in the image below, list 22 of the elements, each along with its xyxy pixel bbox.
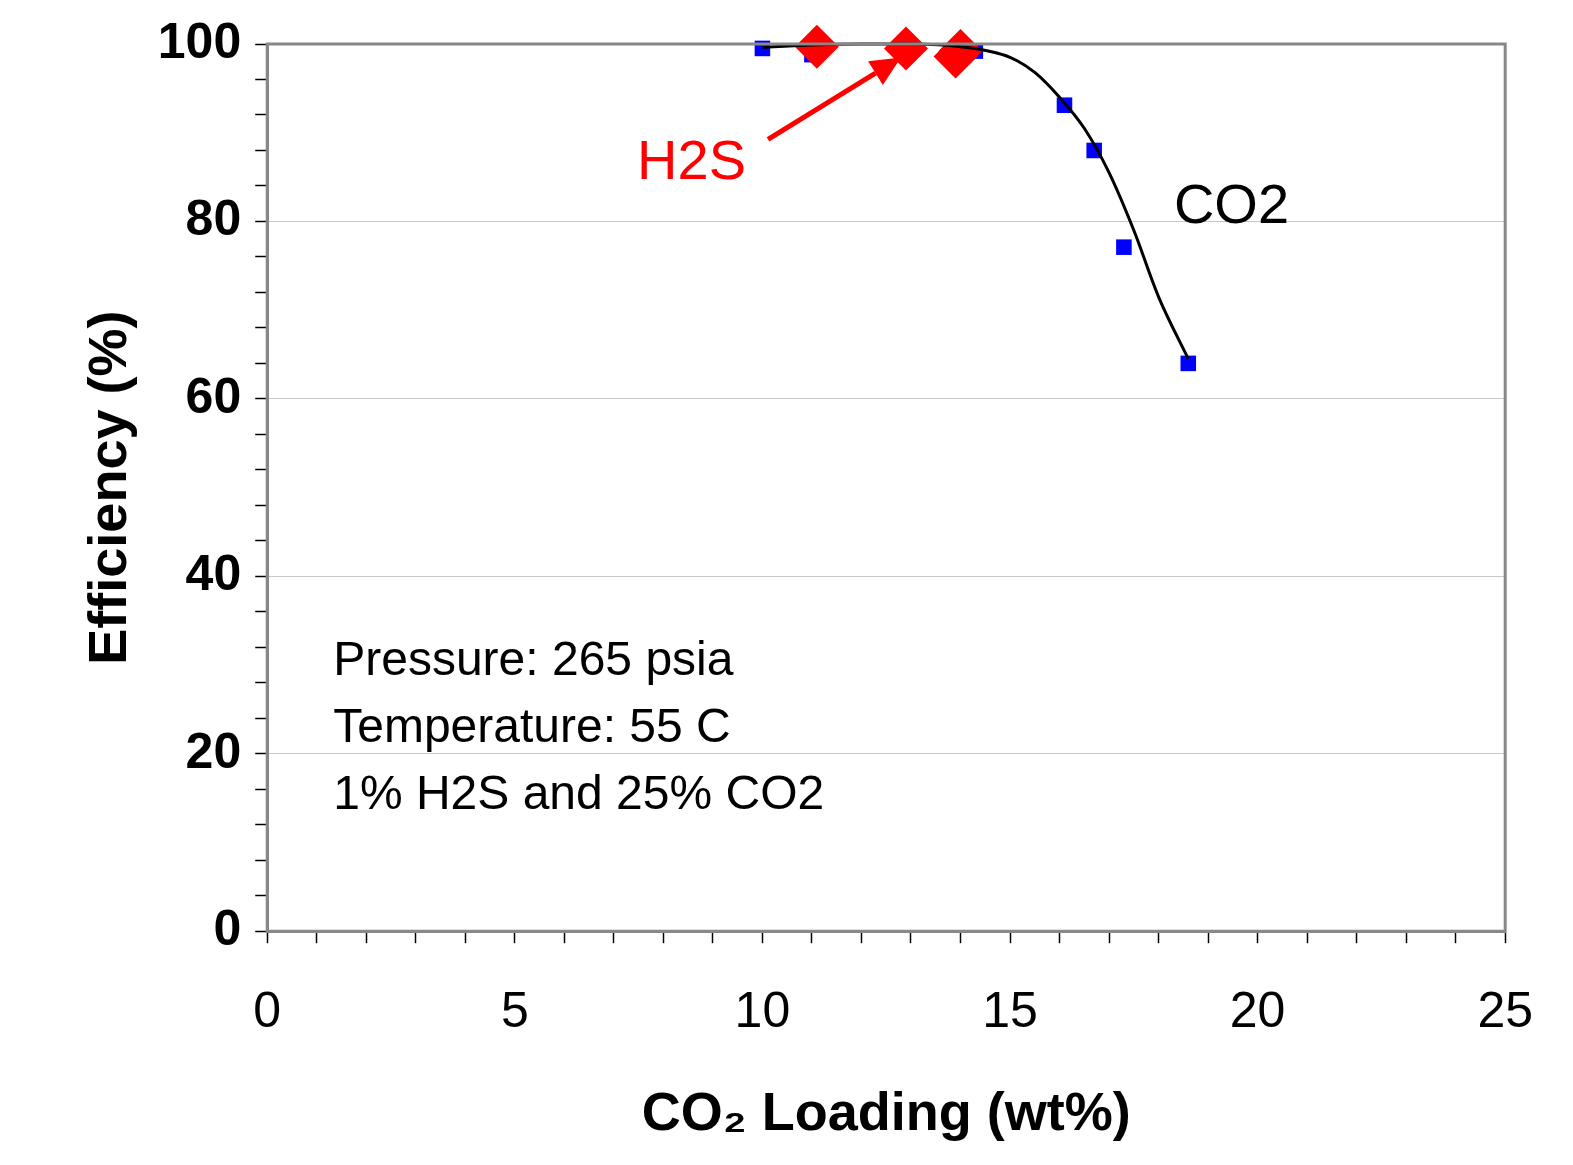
y-tick-label: 60 [185, 367, 242, 424]
x-tick-label: 25 [1477, 981, 1533, 1038]
x-tick-label: 0 [253, 981, 282, 1038]
y-tick-label: 80 [185, 190, 242, 247]
x-tick-label: 10 [734, 981, 791, 1038]
point [1116, 239, 1132, 255]
x-tick-label: 15 [982, 981, 1038, 1038]
y-axis-title: Efficiency (%) [77, 310, 138, 665]
annotation: 1% H2S and 25% CO2 [333, 766, 825, 820]
annotation: Pressure: 265 psia [333, 632, 734, 686]
series-label: H2S [637, 127, 747, 191]
series-label: CO2 [1173, 171, 1290, 235]
annotation: Temperature: 55 C [333, 699, 731, 753]
y-tick-label: 0 [213, 899, 242, 956]
x-axis-title: CO₂ Loading (wt%) [641, 1081, 1131, 1142]
y-tick-label: 20 [185, 722, 242, 779]
point [794, 24, 839, 69]
y-tick-label: 40 [185, 545, 242, 602]
x-tick-label: 20 [1229, 981, 1286, 1038]
point [1180, 355, 1197, 372]
x-tick-label: 5 [500, 981, 529, 1038]
y-tick-label: 100 [157, 12, 242, 69]
